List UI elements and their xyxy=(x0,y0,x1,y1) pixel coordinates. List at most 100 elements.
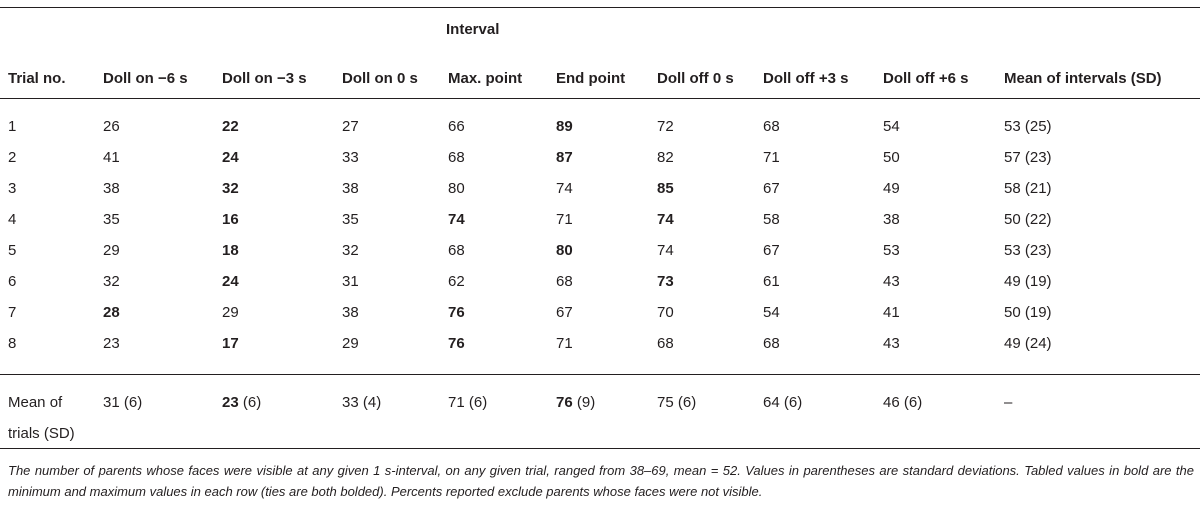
mean-sd: (6) xyxy=(238,394,262,411)
table-cell: 49 xyxy=(883,180,900,197)
column-header-8: Doll off +6 s xyxy=(883,70,969,87)
mean-sd: (6) xyxy=(119,394,143,411)
mean-of-means-cell: – xyxy=(1004,394,1013,411)
row-mean-cell: 49 (24) xyxy=(1004,335,1052,352)
table-cell: 68 xyxy=(763,118,780,135)
mean-cell: 23 (6) xyxy=(222,394,261,411)
table-bottom-rule xyxy=(0,448,1200,449)
table-cell: 85 xyxy=(657,180,674,197)
mean-row-label-line1: Mean of xyxy=(8,394,63,411)
table-cell: 38 xyxy=(883,211,900,228)
mean-cell: 64 (6) xyxy=(763,394,802,411)
mean-value: 75 xyxy=(657,394,674,411)
column-header-0: Trial no. xyxy=(8,70,66,87)
mean-value: 46 xyxy=(883,394,900,411)
table-cell: 74 xyxy=(448,211,465,228)
table-cell: 43 xyxy=(883,335,900,352)
column-header-3: Doll on 0 s xyxy=(342,70,418,87)
mean-row-label-line2: trials (SD) xyxy=(8,425,75,442)
table-cell: 31 xyxy=(342,273,359,290)
table-cell: 68 xyxy=(448,149,465,166)
mean-sd: (6) xyxy=(779,394,803,411)
table-cell: 35 xyxy=(103,211,120,228)
header-bottom-rule xyxy=(0,98,1200,99)
table-cell: 32 xyxy=(342,242,359,259)
table-cell: 74 xyxy=(657,211,674,228)
table-cell: 70 xyxy=(657,304,674,321)
table-cell: 38 xyxy=(342,180,359,197)
table-cell: 68 xyxy=(556,273,573,290)
table-cell: 58 xyxy=(763,211,780,228)
table-cell: 62 xyxy=(448,273,465,290)
table-cell: 38 xyxy=(103,180,120,197)
table-cell: 67 xyxy=(763,180,780,197)
interval-group-header: Interval xyxy=(446,21,500,38)
mean-cell: 31 (6) xyxy=(103,394,142,411)
row-mean-cell: 57 (23) xyxy=(1004,149,1052,166)
table-cell: 82 xyxy=(657,149,674,166)
table-cell: 35 xyxy=(342,211,359,228)
table-cell: 29 xyxy=(103,242,120,259)
table-cell: 41 xyxy=(103,149,120,166)
table-cell: 17 xyxy=(222,335,239,352)
row-mean-cell: 50 (19) xyxy=(1004,304,1052,321)
mean-row-label: Mean of trials (SD) xyxy=(8,387,75,449)
table-cell: 80 xyxy=(448,180,465,197)
column-header-7: Doll off +3 s xyxy=(763,70,849,87)
trial-number-cell: 7 xyxy=(8,304,17,321)
table-cell: 66 xyxy=(448,118,465,135)
table-cell: 26 xyxy=(103,118,120,135)
row-mean-cell: 53 (25) xyxy=(1004,118,1052,135)
table-cell: 32 xyxy=(222,180,239,197)
column-header-4: Max. point xyxy=(448,70,523,87)
table-cell: 24 xyxy=(222,149,239,166)
table-cell: 24 xyxy=(222,273,239,290)
trial-number-cell: 1 xyxy=(8,118,17,135)
column-header-1: Doll on −6 s xyxy=(103,70,188,87)
mean-cell: 71 (6) xyxy=(448,394,487,411)
mean-value: 31 xyxy=(103,394,120,411)
table-cell: 68 xyxy=(657,335,674,352)
mean-sd: (6) xyxy=(464,394,488,411)
table-cell: 73 xyxy=(657,273,674,290)
trial-number-cell: 6 xyxy=(8,273,17,290)
table-cell: 67 xyxy=(763,242,780,259)
column-header-9: Mean of intervals (SD) xyxy=(1004,70,1162,87)
table-cell: 68 xyxy=(448,242,465,259)
mean-cell: 76 (9) xyxy=(556,394,595,411)
table-cell: 54 xyxy=(763,304,780,321)
column-header-2: Doll on −3 s xyxy=(222,70,307,87)
table-cell: 29 xyxy=(222,304,239,321)
table-cell: 68 xyxy=(763,335,780,352)
mean-sd: (6) xyxy=(899,394,923,411)
table-cell: 50 xyxy=(883,149,900,166)
mean-value: 33 xyxy=(342,394,359,411)
column-header-5: End point xyxy=(556,70,626,87)
table-cell: 87 xyxy=(556,149,573,166)
mean-row-top-rule xyxy=(0,374,1200,375)
table-cell: 74 xyxy=(556,180,573,197)
table-cell: 61 xyxy=(763,273,780,290)
row-mean-cell: 50 (22) xyxy=(1004,211,1052,228)
table-cell: 76 xyxy=(448,304,465,321)
mean-cell: 75 (6) xyxy=(657,394,696,411)
table-cell: 23 xyxy=(103,335,120,352)
table-cell: 29 xyxy=(342,335,359,352)
mean-sd: (4) xyxy=(358,394,382,411)
table-cell: 16 xyxy=(222,211,239,228)
table-cell: 22 xyxy=(222,118,239,135)
table-footnote: The number of parents whose faces were v… xyxy=(8,463,1194,499)
row-mean-cell: 53 (23) xyxy=(1004,242,1052,259)
table-cell: 74 xyxy=(657,242,674,259)
mean-cell: 46 (6) xyxy=(883,394,922,411)
mean-value: 76 xyxy=(556,394,573,411)
mean-cell: 33 (4) xyxy=(342,394,381,411)
table-top-rule xyxy=(0,7,1200,8)
table-cell: 43 xyxy=(883,273,900,290)
table-cell: 71 xyxy=(556,211,573,228)
row-mean-cell: 49 (19) xyxy=(1004,273,1052,290)
trial-number-cell: 3 xyxy=(8,180,17,197)
table-cell: 33 xyxy=(342,149,359,166)
mean-value: 71 xyxy=(448,394,465,411)
table-cell: 27 xyxy=(342,118,359,135)
